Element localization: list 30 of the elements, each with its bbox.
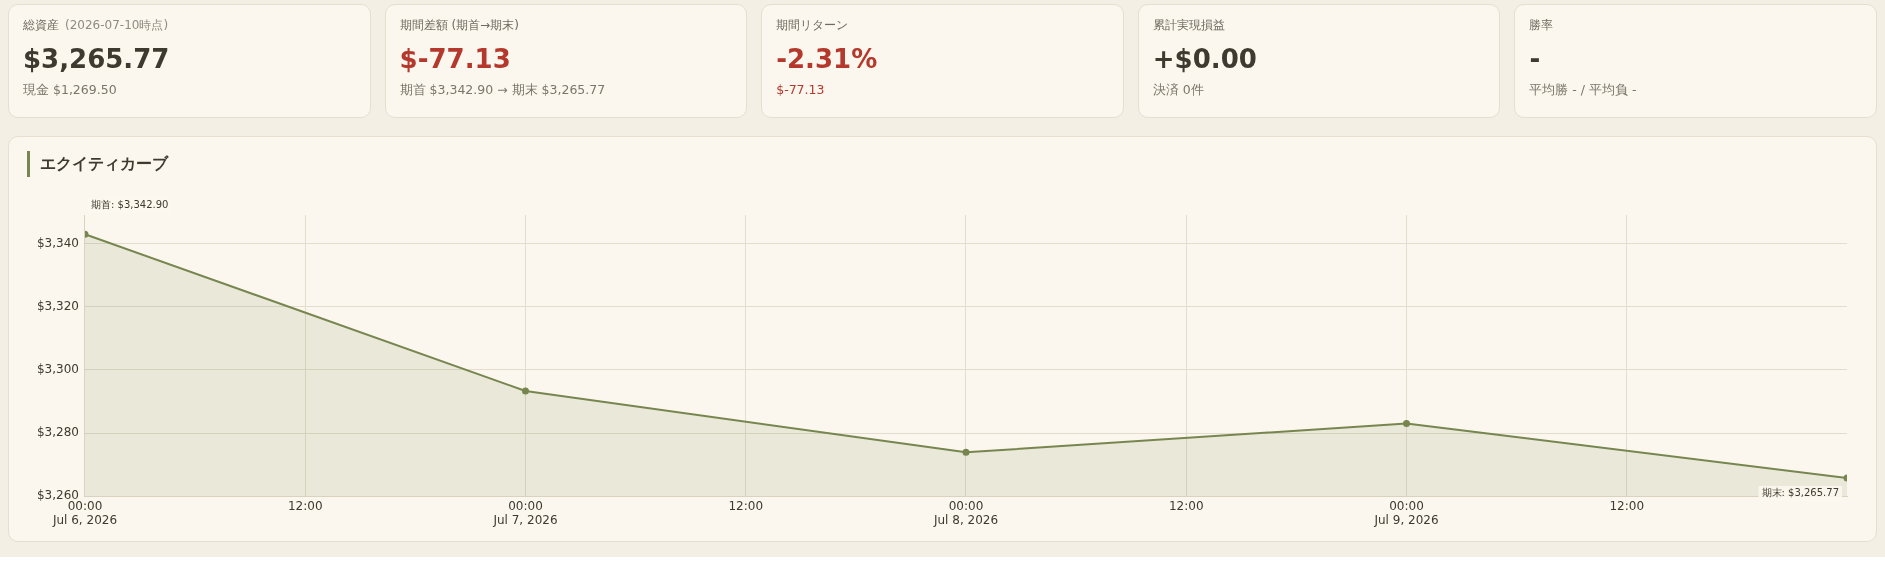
x-tick-label: 00:00 Jul 8, 2026	[932, 498, 999, 527]
text: $-77.13	[776, 82, 826, 97]
x-tick-label: 12:00	[287, 498, 323, 513]
text: (2026-07-10時点)	[65, 18, 169, 32]
y-tick-label: $3,300	[36, 361, 79, 376]
y-tick-label: $3,340	[36, 235, 79, 250]
text: $3,265.77	[23, 44, 171, 74]
text: 期首 $3,342.90 → 期末 $3,265.77	[399, 82, 607, 99]
x-tick-label: 00:00 Jul 9, 2026	[1373, 498, 1439, 527]
chart-title: エクイティカーブ	[27, 151, 1858, 177]
text: -	[1529, 44, 1542, 74]
x-tick-label: 12:00	[1609, 498, 1645, 513]
text: 期間リターン	[776, 18, 849, 32]
x-tick-label: 00:00 Jul 7, 2026	[492, 498, 558, 527]
text: 現金 $1,269.50	[23, 82, 118, 99]
text: 平均勝 - / 平均負 -	[1529, 82, 1638, 99]
text: 累計実現損益	[1152, 18, 1225, 32]
annotation: 期末: $3,265.77	[1761, 486, 1840, 498]
annotation: 期首: $3,342.90	[90, 198, 169, 210]
y-tick-label: $3,280	[36, 425, 79, 440]
text: 勝率	[1529, 18, 1554, 32]
text: +$0.00	[1152, 44, 1258, 74]
text: -2.31%	[776, 44, 879, 74]
x-tick-label: 12:00	[728, 498, 764, 513]
y-tick-label: $3,320	[36, 298, 79, 313]
x-tick-label: 12:00	[1168, 498, 1204, 513]
text: $-77.13	[399, 44, 512, 74]
text: 期間差額 (期首→期末)	[399, 18, 519, 32]
text: 決済 0件	[1152, 82, 1205, 99]
text: 総資産	[23, 18, 59, 32]
